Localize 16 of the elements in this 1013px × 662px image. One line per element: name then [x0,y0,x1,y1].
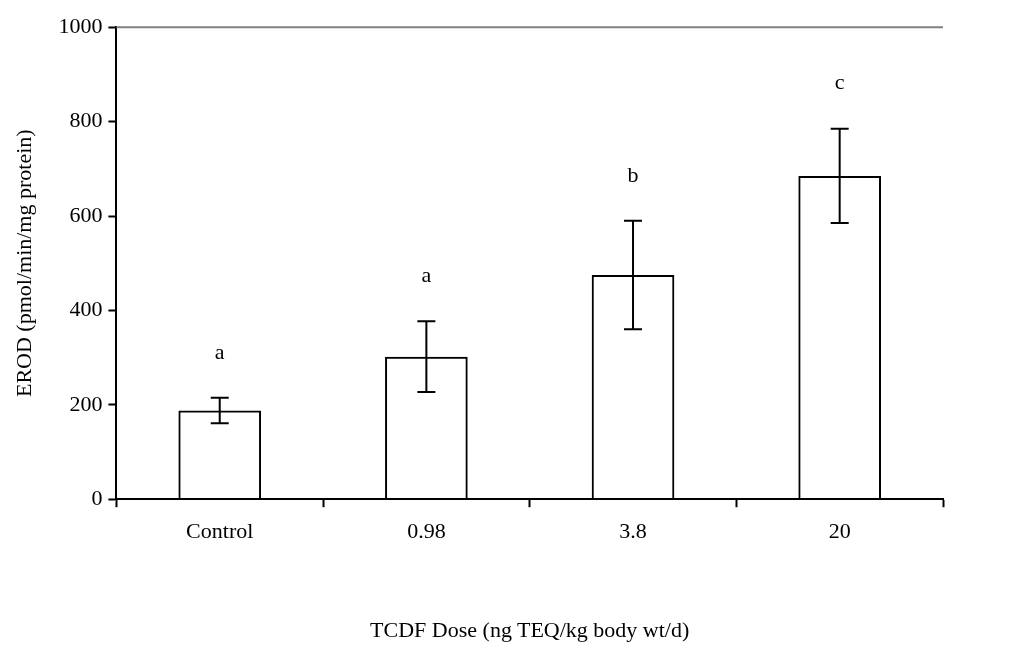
x-tick-label: 0.98 [407,518,446,544]
y-tick-label: 400 [69,296,103,322]
y-tick-label: 600 [69,201,103,227]
annotation: a [214,338,225,364]
y-tick-label: 0 [91,484,103,510]
x-tick-label: Control [186,518,254,544]
annotation: c [834,69,845,95]
y-tick-label: 800 [69,107,103,133]
x-axis-title: TCDF Dose (ng TEQ/kg body wt/d) [370,616,690,642]
x-tick-label: 3.8 [619,518,647,544]
annotation: a [421,262,432,288]
y-tick-label: 200 [69,390,103,416]
y-axis-title: EROD (pmol/min/mg protein) [10,129,36,398]
y-tick-label: 1000 [58,12,103,38]
annotation: b [627,161,639,187]
x-tick-label: 20 [828,518,851,544]
